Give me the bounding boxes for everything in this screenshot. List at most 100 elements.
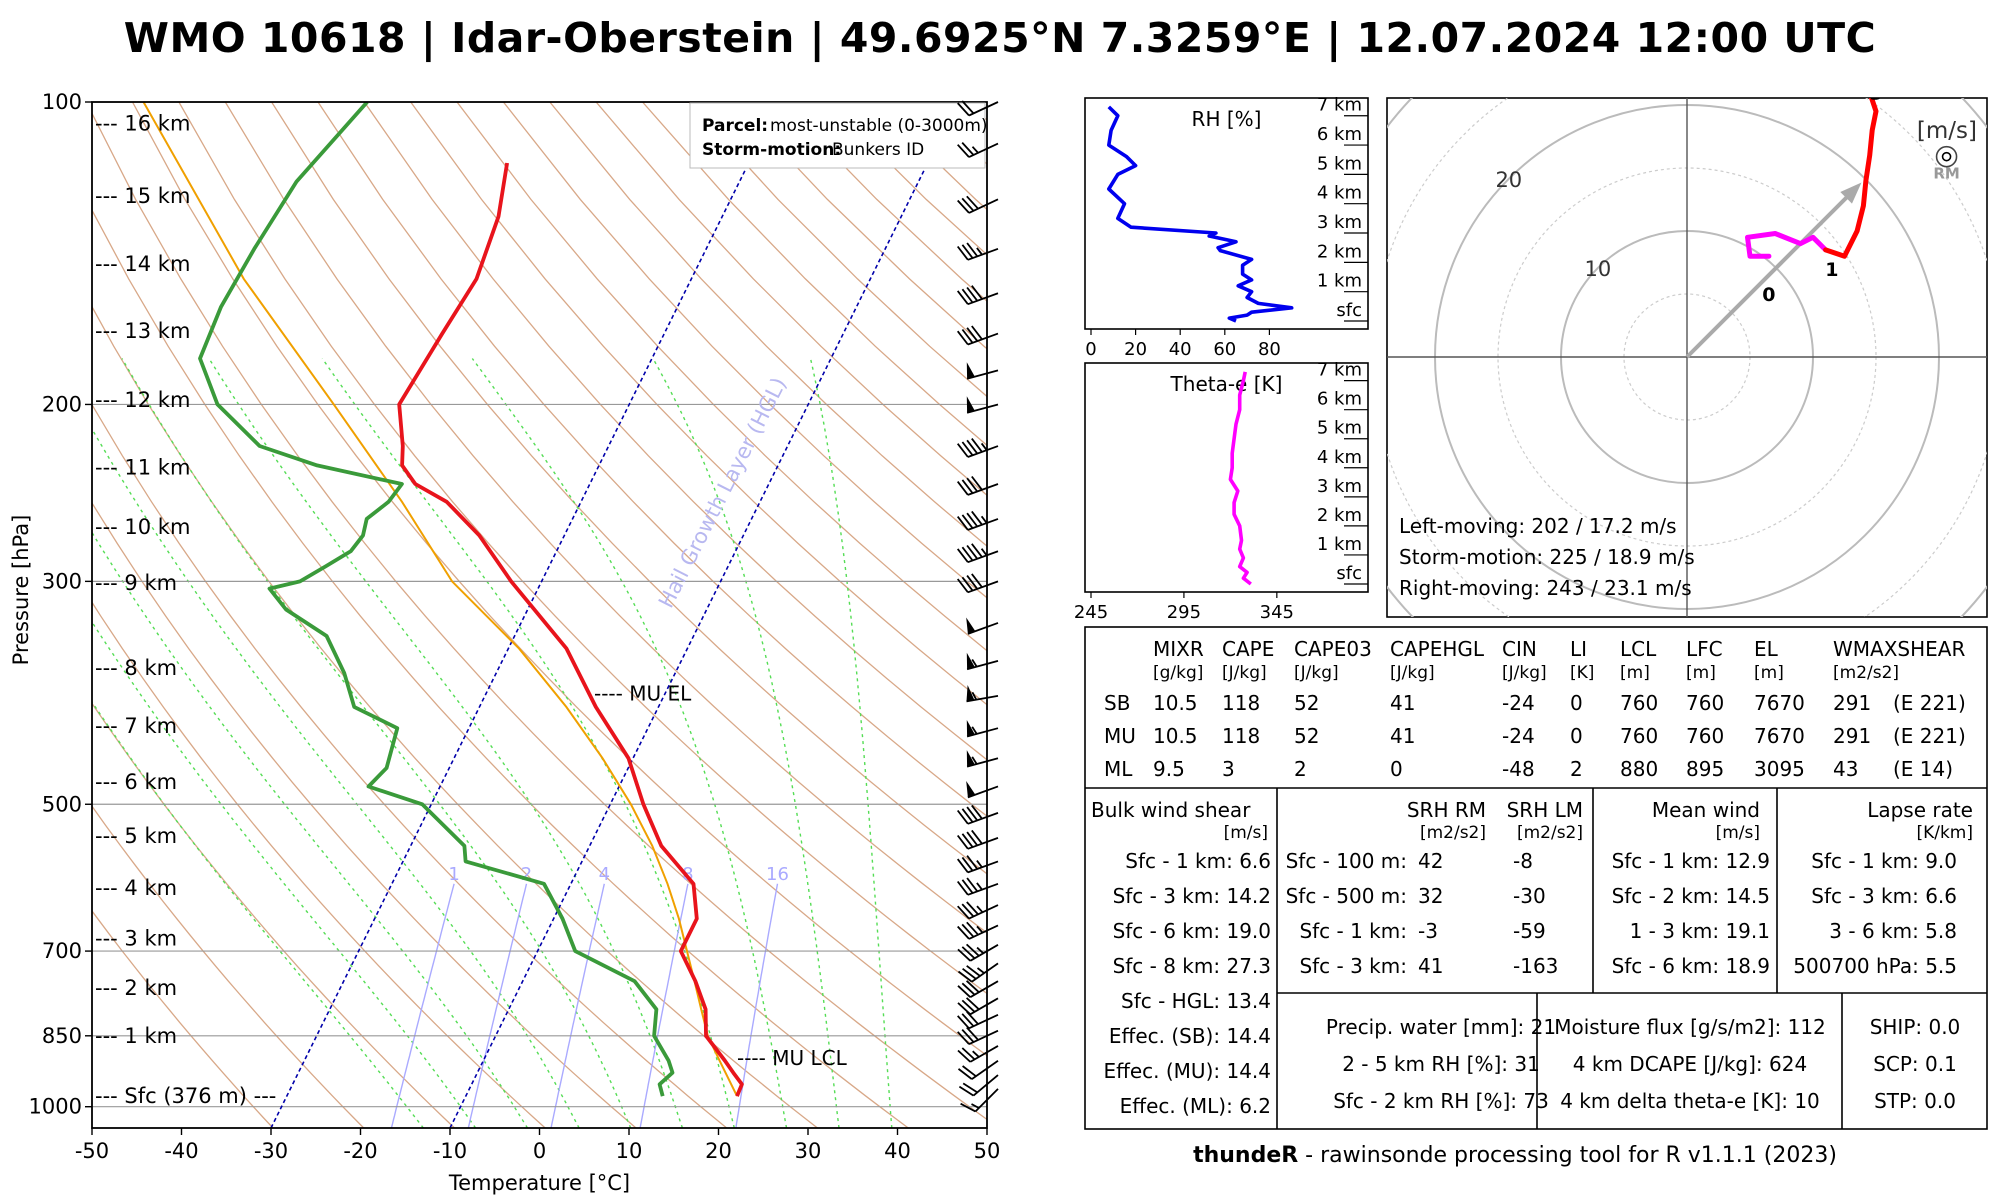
mixing-ratio-label: 1 [448,864,459,885]
table-cell: 7670 [1754,691,1805,715]
dry-adiabat-line [456,102,987,652]
x-tick-label: 10 [616,1139,643,1163]
hodo-km-label: 1 [1825,259,1838,281]
table-cell: 10.5 [1153,691,1198,715]
wind-barb [956,242,999,261]
table-cell: -24 [1502,724,1535,748]
y-axis-label: Pressure [hPa] [9,515,33,666]
height-tick-label: 2 km [1317,241,1362,262]
barb-flag [966,396,975,413]
table-header: LCL [1620,637,1657,661]
flux-value: 4 km delta theta-e [K]: 10 [1560,1089,1820,1113]
barb-shaft [967,622,999,635]
height-label: --- 10 km [95,515,190,539]
barb-shaft [956,804,999,825]
barb-shaft [956,510,999,531]
y-tick-label: 500 [42,792,82,816]
hodo-km-label: 0 [1762,284,1775,306]
barb-shaft [957,980,999,998]
barb-shaft [957,1045,999,1063]
height-label: --- 14 km [95,252,190,276]
barb-flag [966,781,976,798]
barb-shaft [956,475,999,496]
barb-shaft [956,877,999,896]
storm-motion-text: Left-moving: 202 / 17.2 m/s [1399,514,1677,538]
barb-flag [966,685,975,702]
wind-barb [956,543,999,564]
left-mover-label: LM [1755,46,1780,64]
height-label: --- 12 km [95,388,190,412]
x-tick-label: 0 [533,1139,546,1163]
height-label: --- Sfc (376 m) --- [95,1084,276,1108]
barb-flag [966,652,975,670]
barb-shaft [956,855,999,874]
right-mover-marker [1935,145,1958,168]
barb-shaft [956,829,999,850]
height-label: --- 2 km [95,976,177,1000]
table-cell: 760 [1686,691,1724,715]
lapse-unit: [K/km] [1916,823,1973,843]
table-cell: 41 [1390,724,1415,748]
table-header: EL [1754,637,1779,661]
wind-barb [966,652,999,671]
table-cell: (E 221) [1893,691,1966,715]
shear-value: Sfc - 1 km: 6.6 [1125,849,1271,873]
wind-barb [957,1060,999,1080]
table-unit: [J/kg] [1390,663,1435,683]
moist-adiabat-line [809,358,893,1128]
srh-header-lm: SRH LM [1507,798,1583,822]
wind-barb [956,475,999,496]
dry-adiabat-line [131,102,987,1057]
table-cell: 291 [1833,724,1871,748]
y-tick-label: 1000 [29,1095,82,1119]
composite-index: SCP: 0.1 [1873,1052,1957,1076]
parameter-table: MIXR[g/kg]CAPE[J/kg]CAPE03[J/kg]CAPEHGL[… [1084,626,1988,1130]
mixing-ratio-line [390,883,455,1128]
mixing-ratio-line [639,883,689,1128]
wind-barb [957,141,999,158]
barb-shaft [957,943,999,962]
legend-parcel-value: most-unstable (0-3000m) [770,116,988,136]
x-tick-label: -20 [343,1139,377,1163]
table-unit: [J/kg] [1294,663,1339,683]
hodo-segment [1745,231,1829,259]
barb-shaft [960,1088,999,1113]
temperature-trace [397,162,744,1097]
height-label: --- 5 km [95,824,177,848]
wind-barb [957,1011,999,1030]
mixing-ratio-line [550,883,605,1128]
legend-parcel-key: Parcel: [702,116,768,136]
shear-value: Effec. (ML): 6.2 [1120,1094,1271,1118]
wind-barb [956,438,999,458]
dry-adiabat-line [549,102,987,547]
dry-adiabat-line [502,102,987,599]
hgl-isotherm [449,102,959,1128]
table-cell: 9.5 [1153,757,1185,781]
hodo-ring-label: 40 [1317,0,1344,14]
panel-frame [1084,362,1369,593]
x-tick-label: 295 [1167,602,1201,623]
table-cell: 2 [1570,757,1583,781]
table-cell: 3095 [1754,757,1805,781]
wind-barb [957,1045,999,1063]
dewpoint-trace [198,102,675,1097]
y-tick-label: 700 [42,939,82,963]
mixing-ratio-label: 16 [766,864,789,885]
height-label: --- 15 km [95,184,190,208]
barb-shaft [957,1060,999,1080]
wind-barb [957,943,999,962]
wind-barb [966,750,999,768]
srh-layer: Sfc - 3 km: [1299,954,1407,978]
moist-adiabat-line [652,358,840,1128]
x-tick-label: 20 [705,1139,732,1163]
x-tick-label: -50 [75,1139,109,1163]
srh-rm-value: 42 [1418,849,1443,873]
table-unit: [m2/s2] [1833,663,1899,683]
height-label: --- 13 km [95,319,190,343]
hgl-isotherm [270,102,780,1128]
x-tick-label: 50 [974,1139,1001,1163]
parcel-legend: Parcel: most-unstable (0-3000m) Storm-moti… [689,102,988,169]
barb-shaft [957,997,999,1016]
height-tick-label: 5 km [1317,153,1362,174]
meanwind-value: Sfc - 2 km: 14.5 [1612,884,1770,908]
